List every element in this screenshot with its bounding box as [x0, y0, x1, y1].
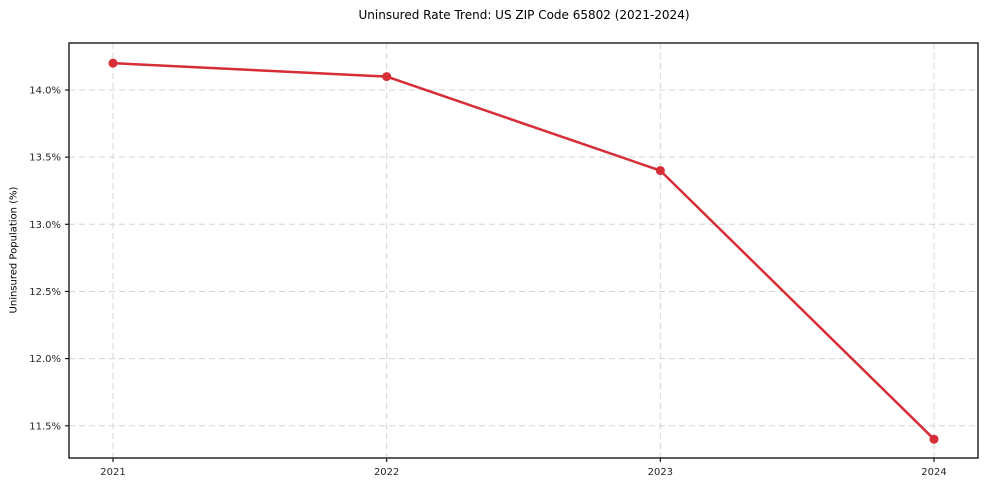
- y-tick-label: 11.5%: [29, 421, 61, 432]
- y-tick-label: 12.5%: [29, 287, 61, 298]
- chart-title: Uninsured Rate Trend: US ZIP Code 65802 …: [358, 8, 690, 22]
- y-tick-label: 13.0%: [29, 220, 61, 231]
- series-line: [111, 61, 936, 441]
- data-point-marker: [655, 166, 665, 176]
- x-tick-label: 2024: [921, 467, 946, 478]
- x-tick-label: 2021: [100, 467, 125, 478]
- x-tick-label: 2022: [374, 467, 399, 478]
- y-tick-label: 13.5%: [29, 153, 61, 164]
- plot-border: [68, 42, 979, 459]
- data-point-marker: [382, 72, 392, 82]
- x-tick-label: 2023: [648, 467, 673, 478]
- data-point-marker: [108, 58, 118, 68]
- y-axis-label: Uninsured Population (%): [8, 186, 20, 314]
- y-tick-label: 14.0%: [29, 86, 61, 97]
- y-tick-label: 12.0%: [29, 354, 61, 365]
- data-point-marker: [929, 434, 939, 444]
